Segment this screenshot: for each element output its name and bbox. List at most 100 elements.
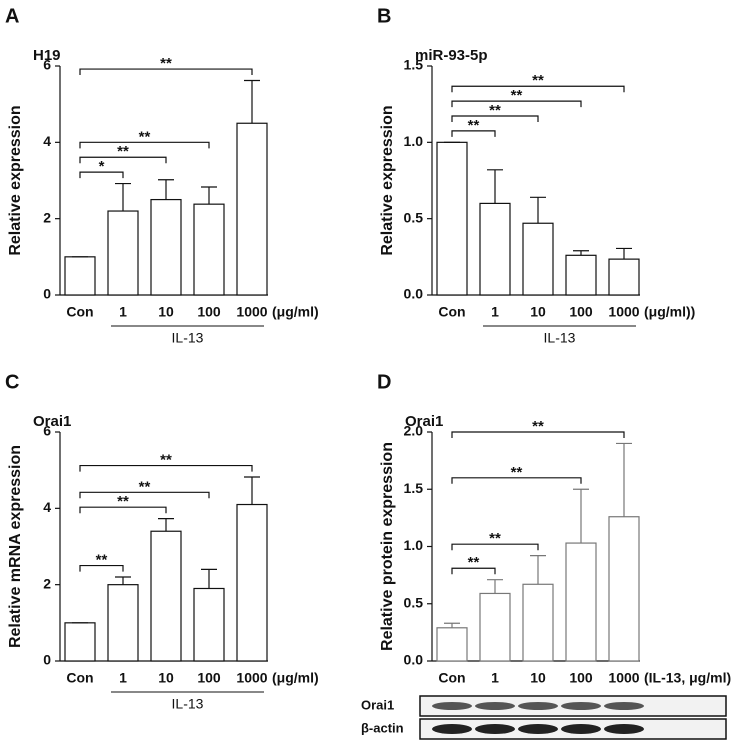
y-tick-label: 2: [43, 209, 51, 225]
blot-band: [475, 724, 515, 734]
error-bar: [158, 179, 174, 200]
y-axis-label: Relative expression: [379, 105, 396, 255]
bar: [236, 503, 268, 662]
panel-letter: B: [377, 5, 391, 27]
error-bar: [530, 555, 546, 585]
x-tick-label: 10: [158, 670, 174, 686]
group-label: IL-13: [172, 696, 204, 712]
significance-label: **: [160, 452, 172, 469]
significance-label: **: [117, 493, 129, 510]
group-label: IL-13: [544, 330, 576, 346]
bar: [479, 202, 511, 296]
blot-label: Orai1: [361, 697, 394, 712]
x-tick-label: Con: [66, 670, 93, 686]
bar: [107, 210, 139, 296]
bar: [193, 587, 225, 662]
x-tick-label: 100: [569, 304, 593, 320]
x-tick-label: 1000: [236, 304, 267, 320]
y-tick-label: 1.5: [404, 480, 424, 496]
group-label: IL-13: [172, 330, 204, 346]
y-tick-label: 0.0: [404, 286, 424, 302]
bar: [150, 530, 182, 662]
series-name: H19: [33, 47, 61, 64]
y-tick-label: 0.5: [404, 209, 424, 225]
bar: [150, 198, 182, 296]
blot-band: [475, 702, 515, 710]
error-bar: [115, 576, 131, 585]
x-tick-label: 10: [530, 304, 546, 320]
bar: [608, 516, 640, 662]
error-bar: [616, 442, 632, 517]
blot-label: β-actin: [361, 720, 404, 735]
bar: [436, 627, 468, 662]
bar: [565, 254, 597, 296]
error-bar: [616, 247, 632, 260]
bar: [608, 258, 640, 296]
error-bar: [444, 622, 460, 628]
x-tick-label: 10: [158, 304, 174, 320]
significance-label: **: [139, 128, 151, 145]
x-tick-label: 1: [491, 670, 499, 686]
y-tick-label: 0: [43, 286, 51, 302]
y-axis-label: Relative protein expression: [379, 442, 396, 651]
series-name: Orai1: [33, 413, 71, 430]
bar: [436, 141, 468, 296]
panel: C Relative mRNA expression Orai1 0 2 4 6 Con 1 10…: [5, 371, 319, 711]
series-name: miR-93-5p: [415, 47, 488, 64]
y-tick-label: 1.5: [404, 57, 424, 73]
y-tick-label: 0.0: [404, 652, 424, 668]
error-bar: [487, 169, 503, 204]
y-tick-label: 1.0: [404, 133, 424, 149]
significance-label: **: [96, 552, 108, 569]
bar: [479, 592, 511, 662]
significance-bracket: [79, 156, 167, 164]
x-tick-label: 1: [119, 670, 127, 686]
significance-label: **: [468, 554, 480, 571]
unit-label: (μg/ml): [272, 304, 319, 320]
blot-band: [432, 724, 472, 734]
bar: [236, 122, 268, 296]
y-tick-label: 1.0: [404, 537, 424, 553]
x-tick-label: 10: [530, 670, 546, 686]
x-tick-label: 100: [197, 304, 221, 320]
x-tick-label: 1000: [608, 670, 639, 686]
blot-band: [604, 724, 644, 734]
x-tick-label: 1000: [608, 304, 639, 320]
significance-bracket: [451, 115, 539, 122]
significance-bracket: [79, 564, 124, 572]
blot-band: [518, 702, 558, 710]
x-tick-label: Con: [438, 670, 465, 686]
panel-letter: C: [5, 371, 19, 393]
significance-bracket: [451, 567, 496, 575]
significance-bracket: [451, 130, 496, 137]
blot-band: [561, 724, 601, 734]
y-tick-label: 2: [43, 575, 51, 591]
bar: [193, 203, 225, 296]
significance-label: **: [511, 464, 523, 481]
bar: [522, 222, 554, 296]
error-bar: [115, 182, 131, 212]
y-tick-label: 6: [43, 57, 51, 73]
y-tick-label: 0: [43, 652, 51, 668]
significance-bracket: [451, 431, 625, 438]
panel: A Relative expression H19 0 2 4 6 Con 1 10 100 1000…: [5, 5, 319, 345]
panel: B Relative expression miR-93-5p 0.0 0.5 1.0 1.…: [377, 5, 695, 345]
significance-label: **: [468, 117, 480, 134]
unit-label: (IL-13, μg/ml): [644, 670, 731, 686]
significance-bracket: [79, 171, 124, 179]
significance-label: **: [117, 143, 129, 160]
x-tick-label: Con: [66, 304, 93, 320]
bar: [64, 256, 96, 296]
blot-band: [518, 724, 558, 734]
unit-label: (μg/ml): [272, 670, 319, 686]
error-bar: [530, 196, 546, 224]
significance-bracket: [451, 85, 625, 93]
blot-band: [561, 702, 601, 710]
error-bar: [244, 476, 260, 505]
error-bar: [244, 79, 260, 124]
significance-label: **: [489, 102, 501, 119]
error-bar: [487, 579, 503, 594]
significance-label: *: [99, 158, 105, 175]
y-tick-label: 6: [43, 423, 51, 439]
error-bar: [201, 186, 217, 205]
